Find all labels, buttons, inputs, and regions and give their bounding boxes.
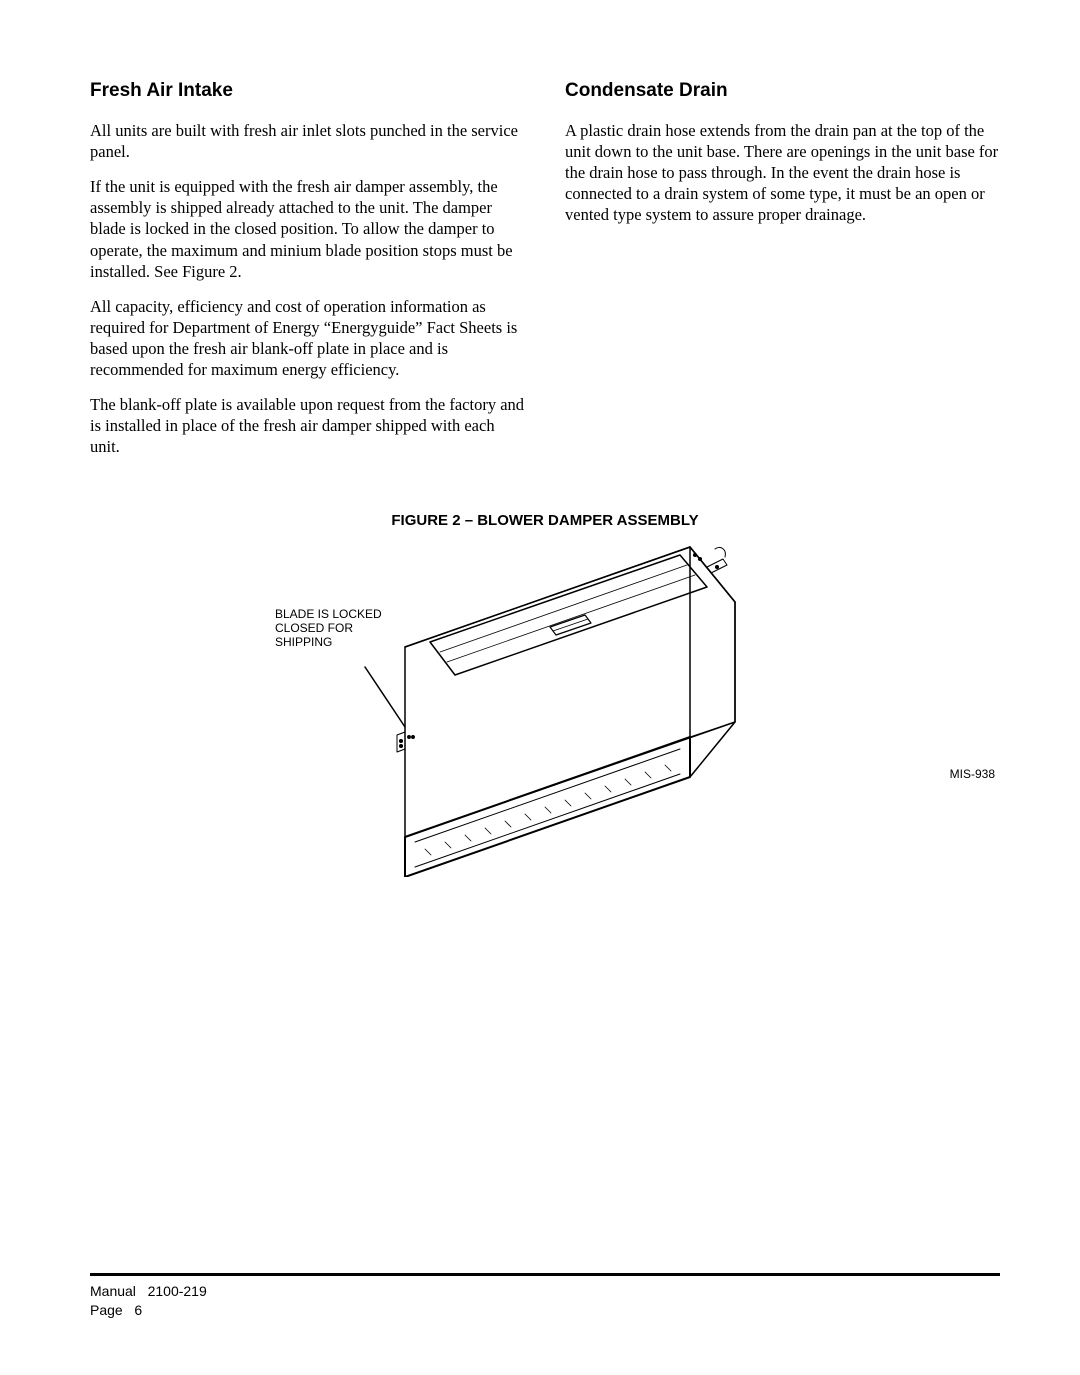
figure-diagram: BLADE IS LOCKED CLOSED FOR SHIPPING MIS-… <box>275 537 815 882</box>
footer-rule <box>90 1273 1000 1276</box>
damper-assembly-diagram <box>275 537 815 877</box>
figure-block: FIGURE 2 – BLOWER DAMPER ASSEMBLY BLADE … <box>90 512 1000 882</box>
heading-fresh-air: Fresh Air Intake <box>90 80 525 102</box>
figure-title: FIGURE 2 – BLOWER DAMPER ASSEMBLY <box>90 512 1000 529</box>
paragraph: All capacity, efficiency and cost of ope… <box>90 296 525 380</box>
blade-locked-label: BLADE IS LOCKED CLOSED FOR SHIPPING <box>275 607 382 650</box>
paragraph: A plastic drain hose extends from the dr… <box>565 120 1000 226</box>
paragraph: If the unit is equipped with the fresh a… <box>90 176 525 282</box>
paragraph: All units are built with fresh air inlet… <box>90 120 525 162</box>
figure-mis-code: MIS-938 <box>950 767 995 781</box>
left-column: Fresh Air Intake All units are built wit… <box>90 80 525 472</box>
page-footer: Manual 2100-219 Page 6 <box>90 1273 1000 1320</box>
footer-manual: Manual 2100-219 <box>90 1282 1000 1301</box>
heading-condensate-drain: Condensate Drain <box>565 80 1000 102</box>
right-column: Condensate Drain A plastic drain hose ex… <box>565 80 1000 472</box>
paragraph: The blank-off plate is available upon re… <box>90 394 525 457</box>
footer-page: Page 6 <box>90 1301 1000 1320</box>
